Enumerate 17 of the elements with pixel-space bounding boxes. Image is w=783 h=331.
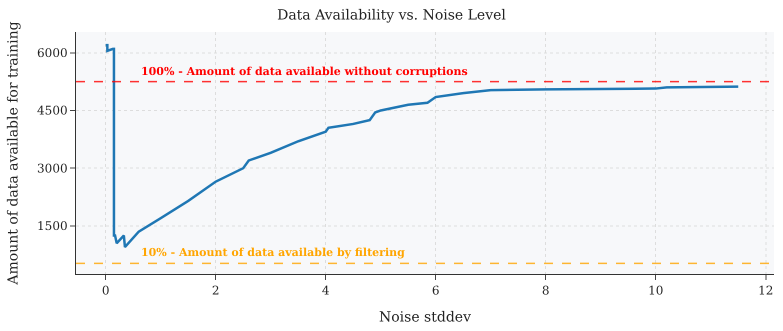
ref-line-label: 10% - Amount of data available by filtering [141, 246, 406, 259]
x-tick-label: 0 [102, 283, 110, 298]
x-tick-label: 4 [322, 283, 330, 298]
x-tick-label: 8 [542, 283, 550, 298]
x-tick-label: 10 [648, 283, 664, 298]
y-tick-label: 4500 [37, 104, 68, 118]
x-tick-label: 12 [758, 283, 774, 298]
chart-title: Data Availability vs. Noise Level [277, 8, 506, 24]
x-tick-label: 2 [212, 283, 220, 298]
line-series [104, 44, 740, 248]
x-tick-label: 6 [432, 283, 440, 298]
x-axis-title: Noise stddev [378, 310, 472, 326]
ref-line-label: 100% - Amount of data available without corruptions [141, 65, 468, 78]
y-tick-label: 6000 [37, 46, 68, 60]
y-tick-label: 1500 [37, 219, 68, 234]
y-axis-title: Amount of data available for training [6, 21, 22, 286]
y-tick-label: 3000 [37, 161, 68, 176]
